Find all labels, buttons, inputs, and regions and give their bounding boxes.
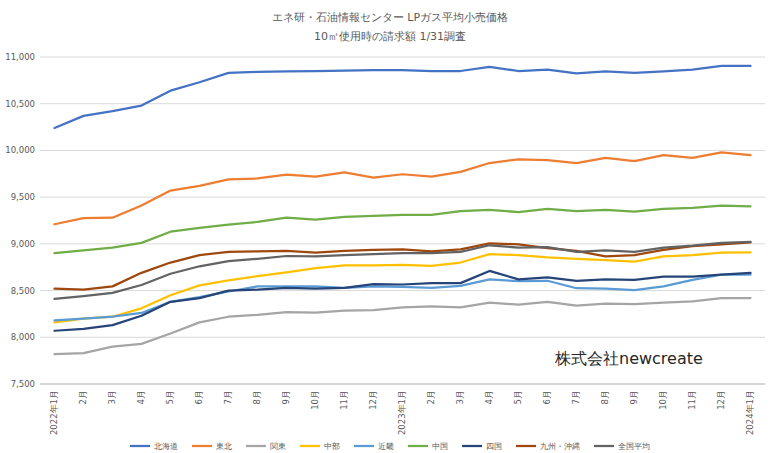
x-tick-label: 8月 bbox=[600, 390, 610, 404]
grid-line bbox=[40, 103, 765, 104]
series-line bbox=[55, 206, 751, 254]
legend-swatch bbox=[462, 445, 482, 447]
legend: 北海道 東北 関東 中部 近畿 中国 四国 九州・沖縄 全国平均 bbox=[130, 442, 650, 451]
x-tick-label: 10月 bbox=[658, 390, 668, 410]
grid-line bbox=[40, 243, 765, 244]
plot-area bbox=[55, 66, 751, 354]
legend-swatch bbox=[354, 445, 374, 447]
y-tick-label: 8,000 bbox=[11, 332, 35, 342]
legend-label: 四国 bbox=[486, 442, 502, 451]
x-tick-label: 2月 bbox=[426, 390, 436, 404]
legend-swatch bbox=[408, 445, 428, 447]
x-tick-label: 7月 bbox=[571, 390, 581, 404]
y-tick-label: 9,000 bbox=[11, 239, 35, 249]
legend-swatch bbox=[192, 445, 212, 447]
series-line bbox=[55, 275, 751, 321]
series-line bbox=[55, 271, 751, 331]
series-line bbox=[55, 252, 751, 322]
x-tick-label: 6月 bbox=[542, 390, 552, 404]
legend-swatch bbox=[594, 445, 614, 447]
x-tick-label: 2024年1月 bbox=[745, 390, 755, 435]
x-tick-label: 2022年1月 bbox=[49, 390, 59, 435]
series-line bbox=[55, 152, 751, 224]
grid-line bbox=[40, 197, 765, 198]
x-tick-label: 5月 bbox=[513, 390, 523, 404]
legend-label: 北海道 bbox=[154, 442, 178, 451]
legend-label: 中国 bbox=[432, 442, 448, 451]
x-tick-label: 12月 bbox=[368, 390, 378, 410]
grid-line bbox=[40, 337, 765, 338]
series-line bbox=[55, 66, 751, 128]
legend-swatch bbox=[246, 445, 266, 447]
x-tick-label: 6月 bbox=[194, 390, 204, 404]
chart: エネ研・石油情報センター LPガス平均小売価格 10㎥使用時の請求額 1/31調査… bbox=[0, 0, 780, 453]
x-axis-line bbox=[40, 384, 765, 385]
x-tick-label: 11月 bbox=[687, 390, 697, 410]
y-tick-label: 10,000 bbox=[5, 145, 35, 155]
title: エネ研・石油情報センター LPガス平均小売価格 bbox=[272, 11, 508, 24]
x-tick-label: 2月 bbox=[78, 390, 88, 404]
x-tick-label: 7月 bbox=[223, 390, 233, 404]
x-tick-label: 4月 bbox=[136, 390, 146, 404]
legend-swatch bbox=[300, 445, 320, 447]
legend-label: 中部 bbox=[324, 442, 340, 451]
x-tick-label: 5月 bbox=[165, 390, 175, 404]
y-tick-label: 11,000 bbox=[5, 52, 35, 62]
x-tick-label: 10月 bbox=[310, 390, 320, 410]
legend-label: 近畿 bbox=[378, 442, 394, 451]
legend-swatch bbox=[516, 445, 536, 447]
x-tick-label: 9月 bbox=[281, 390, 291, 404]
x-tick-label: 11月 bbox=[339, 390, 349, 410]
x-tick-label: 9月 bbox=[629, 390, 639, 404]
legend-label: 関東 bbox=[270, 442, 286, 451]
y-tick-label: 7,500 bbox=[11, 379, 35, 389]
legend-swatch bbox=[130, 445, 150, 447]
subtitle: 10㎥使用時の請求額 1/31調査 bbox=[314, 30, 466, 43]
legend-label: 東北 bbox=[216, 442, 232, 451]
x-tick-label: 4月 bbox=[484, 390, 494, 404]
legend-label: 九州・沖縄 bbox=[540, 442, 580, 451]
annotation: 株式会社newcreate bbox=[554, 349, 703, 368]
x-tick-label: 3月 bbox=[455, 390, 465, 404]
legend-label: 全国平均 bbox=[618, 442, 650, 451]
x-tick-label: 3月 bbox=[107, 390, 117, 404]
x-tick-label: 12月 bbox=[716, 390, 726, 410]
y-tick-label: 9,500 bbox=[11, 192, 35, 202]
grid-line bbox=[40, 290, 765, 291]
grid-line bbox=[40, 384, 765, 385]
x-tick-label: 8月 bbox=[252, 390, 262, 404]
grid-line bbox=[40, 150, 765, 151]
y-tick-label: 8,500 bbox=[11, 286, 35, 296]
series-line bbox=[55, 242, 751, 299]
y-tick-label: 10,500 bbox=[5, 99, 35, 109]
grid-line bbox=[40, 57, 765, 58]
x-tick-label: 2023年1月 bbox=[397, 390, 407, 435]
background bbox=[0, 0, 780, 453]
